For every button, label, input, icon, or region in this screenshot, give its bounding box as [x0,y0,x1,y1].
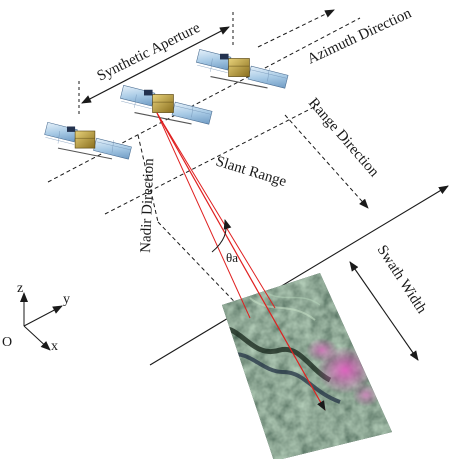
swath-width-arrow [349,261,419,361]
slant-range-line-center [156,112,326,411]
sar-terrain-image [222,273,392,461]
range-direction-label: Range Direction [305,95,382,180]
satellite-icon [44,121,133,160]
axis-x-label: x [51,339,58,354]
nadir-direction-label: Nadir Direction [138,158,157,254]
azimuth-direction-arrow [257,9,335,48]
satellite-icon [195,48,289,89]
swath-width-label: Swath Width [374,242,430,316]
slant-range-label: Slant Range [214,154,289,191]
synthetic-aperture-arrow [81,26,230,104]
axis-z-label: z [17,281,23,296]
coordinate-axes: z y x O [2,281,70,354]
azimuth-track-lower [104,104,319,215]
nadir-direction-line [137,134,159,223]
theta-arc [211,219,232,253]
azimuth-direction-label: Azimuth Direction [305,5,415,67]
axis-origin-label: O [2,335,12,350]
slant-range-line-far [156,112,276,309]
satellite-icon [119,84,213,125]
synthetic-aperture-label: Synthetic Aperture [95,20,203,85]
nadir-direction-arrow [157,221,251,319]
theta-a-label: θa [226,250,238,265]
slant-range-line-near [156,112,251,319]
ground-range-line [149,185,449,366]
axis-y-label: y [63,292,70,307]
